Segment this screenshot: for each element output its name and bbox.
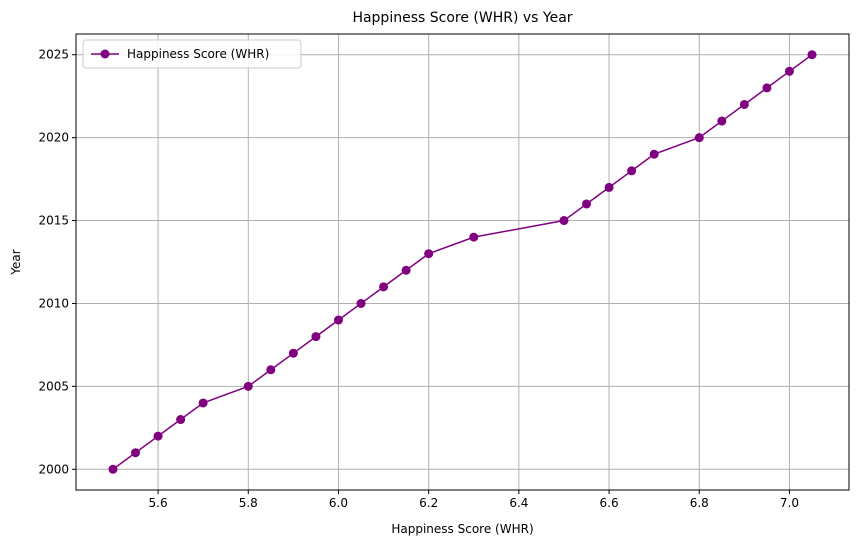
x-axis-ticks: 5.6 5.8 6.0 6.2 6.4 6.6 6.8 7.0 <box>149 490 799 510</box>
y-axis-ticks: 2000 2005 2010 2015 2020 2025 <box>38 48 76 476</box>
data-point <box>424 249 434 259</box>
data-point <box>649 149 659 159</box>
data-point <box>401 265 411 275</box>
legend-box <box>82 39 302 69</box>
x-tick-label: 5.6 <box>149 496 168 510</box>
y-tick-label: 2020 <box>38 131 69 145</box>
y-axis-label: Year <box>9 249 23 275</box>
y-tick-label: 2005 <box>38 379 69 393</box>
data-point <box>198 398 208 408</box>
y-tick-label: 2025 <box>38 48 69 62</box>
x-tick-label: 6.4 <box>509 496 528 510</box>
x-tick-label: 6.2 <box>419 496 438 510</box>
series-layer <box>108 50 817 474</box>
data-point <box>131 448 141 458</box>
y-tick-label: 2015 <box>38 214 69 228</box>
data-point <box>627 166 637 176</box>
series-line <box>112 54 813 470</box>
data-point <box>807 50 817 60</box>
data-point <box>582 199 592 209</box>
x-tick-label: 6.8 <box>690 496 709 510</box>
data-point <box>379 282 389 292</box>
data-point <box>333 315 343 325</box>
y-tick-label: 2010 <box>38 296 69 310</box>
data-point <box>153 431 163 441</box>
data-point <box>288 348 298 358</box>
chart-title: Happiness Score (WHR) vs Year <box>352 10 572 26</box>
x-axis-label: Happiness Score (WHR) <box>391 522 533 536</box>
data-point <box>108 464 118 474</box>
legend-marker <box>100 49 110 59</box>
data-point <box>559 216 569 226</box>
data-point <box>176 415 186 425</box>
data-point <box>694 133 704 143</box>
data-point <box>784 66 794 76</box>
x-tick-label: 6.0 <box>329 496 348 510</box>
data-point <box>604 182 614 192</box>
data-point <box>739 99 749 109</box>
data-point <box>717 116 727 126</box>
x-tick-label: 6.6 <box>600 496 619 510</box>
y-tick-label: 2000 <box>38 462 69 476</box>
x-tick-label: 7.0 <box>780 496 799 510</box>
grid-lines <box>76 34 849 490</box>
data-point <box>266 365 276 375</box>
plot-frame <box>75 33 850 491</box>
data-point <box>762 83 772 93</box>
legend-label: Happiness Score (WHR) <box>127 47 269 61</box>
legend: Happiness Score (WHR) <box>82 39 302 69</box>
data-point <box>356 298 366 308</box>
data-point <box>311 332 321 342</box>
data-point <box>469 232 479 242</box>
data-point <box>243 381 253 391</box>
x-tick-label: 5.8 <box>239 496 258 510</box>
